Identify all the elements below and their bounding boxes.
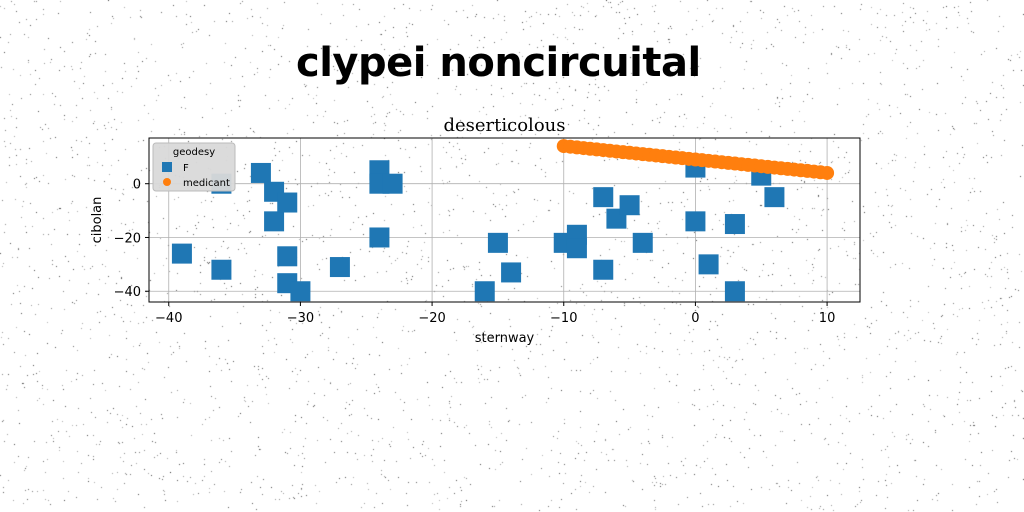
point-F — [474, 281, 495, 302]
x-tick-label: −30 — [287, 311, 314, 326]
point-F — [264, 211, 285, 232]
point-F — [724, 281, 745, 302]
point-F — [698, 254, 719, 275]
legend-box — [152, 142, 236, 192]
x-tick-label: −20 — [418, 311, 445, 326]
point-F — [277, 192, 298, 213]
point-F — [764, 187, 785, 208]
point-F — [211, 259, 232, 280]
y-tick-label: −20 — [114, 231, 141, 246]
chart-title: deserticolous — [443, 115, 565, 136]
x-tick-label: 0 — [691, 311, 699, 326]
legend-marker — [162, 162, 172, 172]
data-marks — [171, 139, 835, 302]
point-F — [724, 214, 745, 235]
plot-area-frame — [148, 137, 861, 303]
figure-suptitle: clypei noncircuital — [296, 40, 701, 86]
point-F — [369, 227, 390, 248]
point-F — [329, 257, 350, 278]
legend-label: medicant — [183, 178, 230, 189]
point-F — [277, 246, 298, 267]
legend-label: F — [183, 163, 189, 174]
point-F — [290, 281, 311, 302]
y-tick-label: 0 — [133, 178, 141, 193]
y-tick-label: −40 — [114, 285, 141, 300]
point-F — [685, 211, 706, 232]
point-F — [487, 232, 508, 253]
point-medicant — [820, 165, 835, 180]
legend-title: geodesy — [173, 147, 215, 158]
point-F — [619, 195, 640, 216]
point-F — [632, 232, 653, 253]
legend-marker — [163, 178, 171, 186]
y-axis-label: cibolan — [90, 197, 105, 244]
point-F — [382, 173, 403, 194]
point-F — [593, 259, 614, 280]
point-F — [566, 238, 587, 259]
axis-ticks: −40 −30 −20 −10 0 10 −40 −20 0 — [114, 178, 836, 326]
point-F — [171, 243, 192, 264]
x-tick-label: −10 — [550, 311, 577, 326]
point-F — [593, 187, 614, 208]
point-F — [501, 262, 522, 283]
x-tick-label: −40 — [155, 311, 182, 326]
x-tick-label: 10 — [819, 311, 836, 326]
point-F — [250, 162, 271, 183]
x-axis-label: sternway — [475, 331, 535, 346]
